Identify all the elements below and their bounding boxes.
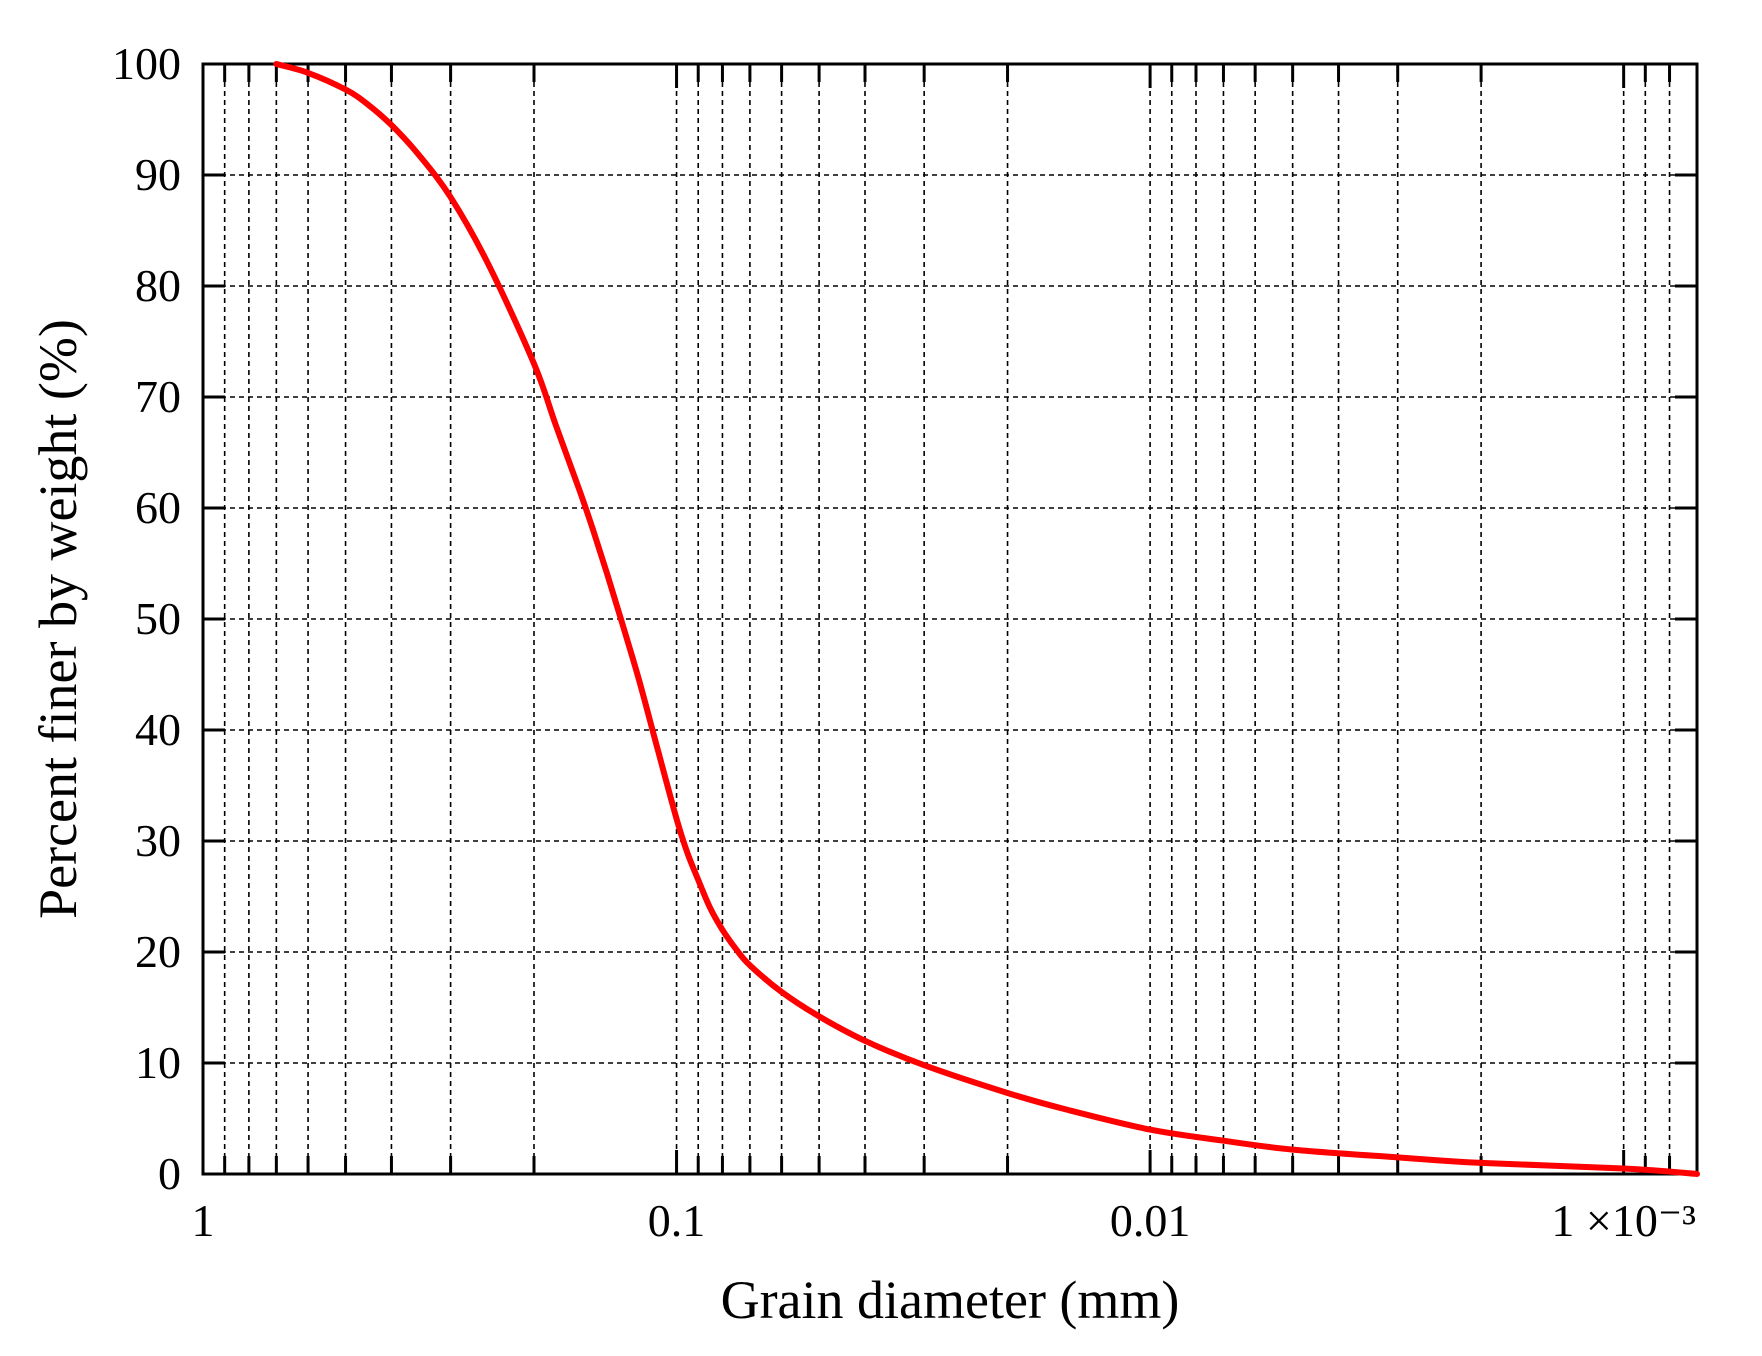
y-tick-label: 70 [135, 371, 181, 422]
y-tick-label: 30 [135, 815, 181, 866]
plot-frame [201, 62, 1699, 1176]
series-line [273, 61, 1700, 1177]
tick-label-layer: 0 10 20 30 40 50 60 70 80 90 100 1 0.1 0.01 1 ×10⁻³ [112, 38, 1696, 1246]
x-tick-label: 0.01 [1110, 1195, 1191, 1246]
y-tick-label: 80 [135, 260, 181, 311]
y-tick-label: 10 [135, 1037, 181, 1088]
x-tick-label: 1 ×10⁻³ [1551, 1195, 1696, 1246]
y-axis-title: Percent finer by weight (%) [28, 319, 88, 919]
x-tick-label: 1 [192, 1195, 215, 1246]
y-tick-label: 0 [158, 1148, 181, 1199]
y-tick-label: 60 [135, 482, 181, 533]
y-tick-label: 100 [112, 38, 181, 89]
grid-layer [203, 64, 1697, 1174]
y-tick-label: 40 [135, 704, 181, 755]
x-axis-title: Grain diameter (mm) [721, 1270, 1180, 1330]
y-tick-label: 50 [135, 593, 181, 644]
y-tick-label: 20 [135, 926, 181, 977]
x-tick-label: 0.1 [648, 1195, 706, 1246]
series-layer [273, 61, 1700, 1177]
y-tick-label: 90 [135, 149, 181, 200]
